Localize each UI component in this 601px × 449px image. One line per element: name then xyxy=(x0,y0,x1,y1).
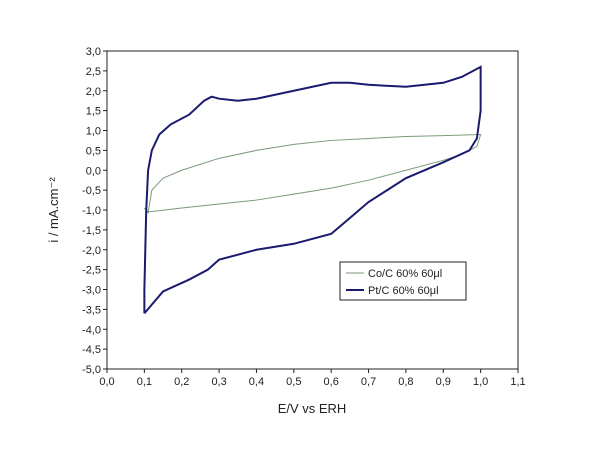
y-tick-label: 3,0 xyxy=(86,46,101,58)
y-axis-label: i / mA.cm⁻² xyxy=(46,177,61,243)
y-tick-label: -1,0 xyxy=(82,205,101,217)
legend-label: Pt/C 60% 60μl xyxy=(368,285,439,297)
y-tick-label: 1,0 xyxy=(86,126,101,138)
y-tick-label: -3,0 xyxy=(82,285,101,297)
y-tick-label: 0,0 xyxy=(86,165,101,177)
y-tick-label: 2,0 xyxy=(86,86,101,98)
legend-label: Co/C 60% 60μl xyxy=(368,268,442,280)
y-tick-label: -2,5 xyxy=(82,265,101,277)
x-tick-label: 0,9 xyxy=(436,376,451,388)
y-tick-label: -4,0 xyxy=(82,324,101,336)
legend-box xyxy=(339,261,467,301)
y-tick-label: -5,0 xyxy=(82,364,101,376)
y-tick-label: 2,5 xyxy=(86,66,101,78)
x-tick-label: 0,5 xyxy=(286,376,301,388)
x-tick-label: 0,0 xyxy=(99,376,114,388)
y-tick-label: -4,5 xyxy=(82,344,101,356)
y-tick-label: -1,5 xyxy=(82,225,101,237)
x-tick-label: 1,0 xyxy=(473,376,488,388)
series-line xyxy=(143,133,482,214)
x-axis-label: E/V vs ERH xyxy=(278,401,347,416)
y-tick-label: -3,5 xyxy=(82,304,101,316)
x-tick-label: 0,8 xyxy=(398,376,413,388)
y-tick-label: 1,5 xyxy=(86,106,101,118)
y-tick-label: -0,5 xyxy=(82,185,101,197)
series-line xyxy=(143,65,482,314)
x-tick-label: 0,4 xyxy=(249,376,264,388)
x-tick-label: 0,7 xyxy=(361,376,376,388)
x-tick-label: 0,6 xyxy=(324,376,339,388)
y-tick-label: -2,0 xyxy=(82,245,101,257)
x-tick-label: 0,2 xyxy=(174,376,189,388)
y-tick-label: 0,5 xyxy=(86,145,101,157)
x-tick-label: 0,1 xyxy=(137,376,152,388)
x-tick-label: 1,1 xyxy=(510,376,525,388)
x-tick-label: 0,3 xyxy=(211,376,226,388)
